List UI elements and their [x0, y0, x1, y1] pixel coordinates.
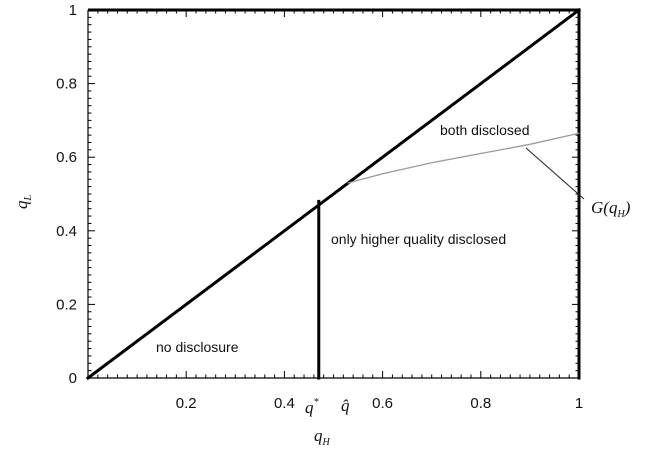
x-axis-label: qH: [314, 426, 331, 448]
curve-annotation-G: G(qH): [591, 198, 631, 220]
x-tick-label: 0.8: [470, 395, 491, 412]
y-tick-label: 0.6: [56, 149, 77, 166]
y-tick-label: 0.8: [56, 76, 77, 93]
q-star-label: q*: [305, 397, 319, 417]
x-tick-label: 0.4: [274, 395, 295, 412]
y-tick-label: 0: [69, 370, 77, 387]
y-tick-label: 1: [69, 2, 77, 19]
q-hat-label: q̂: [341, 396, 350, 415]
y-tick-labels: 0 0.2 0.4 0.6 0.8 1: [56, 2, 77, 387]
y-tick-label: 0.4: [56, 223, 77, 240]
region-label-no-disclosure: no disclosure: [156, 339, 239, 355]
x-tick-label: 0.2: [176, 395, 197, 412]
series-group: [85, 7, 582, 381]
x-tick-label: 1: [575, 395, 583, 412]
q-star-sup: *: [314, 397, 319, 408]
y-axis-label-sub: L: [23, 195, 34, 202]
region-label-only-higher: only higher quality disclosed: [331, 231, 506, 247]
series-line-0: [85, 7, 582, 381]
y-axis-label: qL: [12, 195, 34, 210]
series-line-3: [347, 132, 580, 184]
region-label-both: both disclosed: [440, 122, 530, 138]
plot-frame: [87, 8, 579, 379]
curve-annotation-leader: [525, 147, 585, 200]
x-axis-label-sub: H: [322, 437, 331, 448]
y-tick-label: 0.2: [56, 296, 77, 313]
x-tick-label: 0.6: [372, 395, 393, 412]
curve-annotation-sub: H: [616, 209, 625, 220]
x-tick-labels: 0.2 0.4 0.6 0.8 1: [176, 395, 583, 412]
